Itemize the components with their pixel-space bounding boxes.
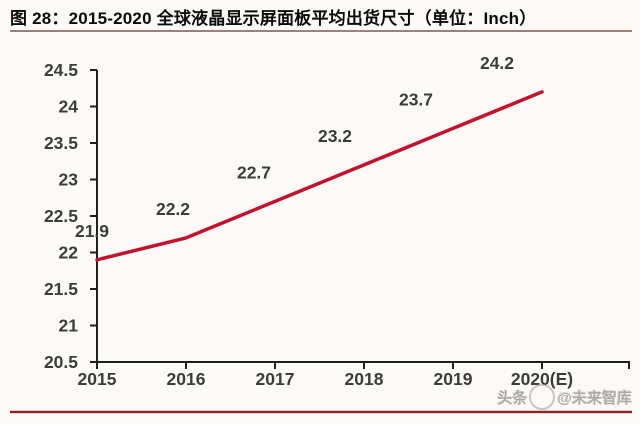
watermark-logo-icon <box>529 384 556 410</box>
y-tick-label: 20.5 <box>44 352 78 372</box>
y-tick-label: 24.5 <box>44 60 78 80</box>
y-tick-label: 21.5 <box>44 279 78 299</box>
y-tick-label: 22 <box>59 243 79 263</box>
watermark-prefix: 头条 <box>497 389 528 407</box>
watermark-handle: @未来智库 <box>557 389 632 407</box>
data-point-label: 23.2 <box>318 126 352 146</box>
y-tick-label: 21 <box>59 316 79 336</box>
y-tick-label: 23.5 <box>44 133 78 153</box>
x-tick-label: 2015 <box>78 369 117 389</box>
title-underline <box>10 30 632 32</box>
x-tick-label: 2016 <box>167 369 206 389</box>
data-line <box>95 90 544 262</box>
data-point-label: 23.7 <box>399 89 433 109</box>
data-point-label: 21.9 <box>75 221 109 241</box>
y-tick-label: 24 <box>59 97 79 117</box>
watermark: 头条 @未来智库 <box>497 384 632 410</box>
y-tick-label: 22.5 <box>44 206 78 226</box>
data-point-label: 24.2 <box>480 53 514 73</box>
x-tick-label: 2019 <box>434 369 473 389</box>
y-tick-label: 23 <box>59 170 79 190</box>
x-tick-label: 2020(E) <box>511 369 573 389</box>
data-point-label: 22.7 <box>237 162 271 182</box>
figure-title: 图 28：2015-2020 全球液晶显示屏面板平均出货尺寸（单位：Inch） <box>10 9 537 28</box>
bottom-divider <box>10 411 632 413</box>
x-tick-label: 2017 <box>256 369 295 389</box>
x-tick-label: 2018 <box>345 369 384 389</box>
data-point-label: 22.2 <box>156 199 190 219</box>
